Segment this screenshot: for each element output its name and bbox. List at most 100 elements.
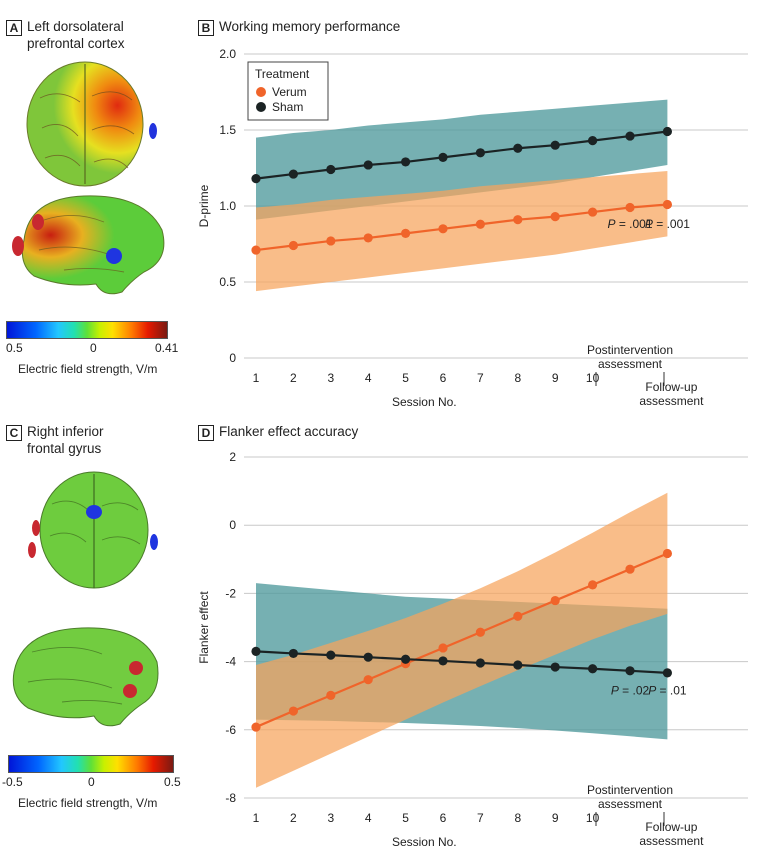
y-tick-label: 0: [229, 518, 236, 532]
data-point-verum: [662, 199, 672, 210]
data-point-sham: [662, 668, 672, 678]
data-point-sham: [662, 126, 672, 137]
data-point-verum: [401, 228, 411, 238]
colorbar-c: [8, 755, 174, 773]
data-point-sham: [588, 136, 598, 146]
data-point-verum: [475, 219, 485, 229]
p-value-annotation: P = .001: [645, 217, 690, 231]
data-point-sham: [326, 650, 336, 660]
panel-c-title: Right inferior frontal gyrus: [27, 423, 104, 457]
confidence-band-sham: [256, 99, 668, 220]
confidence-band-verum: [256, 171, 668, 292]
data-point-sham: [475, 148, 485, 158]
legend-marker-sham: [256, 102, 266, 112]
brain-c-side-image: [12, 627, 159, 727]
y-axis-label: D-prime: [197, 184, 211, 227]
data-point-sham: [363, 160, 373, 170]
data-point-verum: [251, 722, 261, 732]
y-tick-label: -6: [225, 723, 236, 737]
panel-b-title: Working memory performance: [219, 19, 401, 34]
data-point-verum: [550, 212, 560, 222]
electrode-marker-icon: [123, 684, 137, 698]
x-tick-label: 1: [253, 371, 260, 385]
panel-d-title: Flanker effect accuracy: [219, 424, 359, 439]
electrode-marker-icon: [150, 534, 158, 550]
colorbar-a-label: Electric field strength, V/m: [18, 362, 158, 376]
p-value-annotation: P = .02: [611, 684, 650, 698]
x-tick-label: 1: [253, 811, 260, 825]
data-point-sham: [475, 658, 485, 668]
x-tick-label: 9: [552, 371, 559, 385]
x-tick-label: 7: [477, 371, 484, 385]
electrode-marker-icon: [149, 123, 157, 139]
data-point-verum: [326, 690, 336, 700]
data-point-sham: [625, 666, 635, 676]
x-tick-label: 7: [477, 811, 484, 825]
colorbar-c-mid: 0: [88, 775, 95, 789]
electrode-marker-icon: [129, 661, 143, 675]
x-tick-label: 10: [586, 811, 600, 825]
electrode-marker-icon: [28, 542, 36, 558]
electrode-marker-icon: [32, 214, 44, 230]
x-tick-label: 2: [290, 811, 297, 825]
data-point-sham: [438, 152, 448, 162]
data-point-verum: [251, 245, 261, 255]
data-point-verum: [363, 233, 373, 243]
x-tick-label: 9: [552, 811, 559, 825]
x-tick-label: 8: [514, 371, 521, 385]
panel-d-letter: D: [198, 425, 214, 441]
data-point-sham: [363, 652, 373, 662]
data-point-sham: [326, 164, 336, 175]
data-point-verum: [288, 706, 298, 716]
x-tick-label: 2: [290, 371, 297, 385]
y-tick-label: 2.0: [219, 47, 236, 61]
series-line-sham: [255, 650, 668, 674]
data-point-verum: [288, 240, 298, 251]
y-axis-label: Flanker effect: [197, 591, 211, 664]
colorbar-c-min: -0.5: [2, 775, 23, 789]
electrode-marker-icon: [106, 248, 122, 264]
data-point-sham: [288, 648, 298, 659]
data-point-sham: [588, 664, 598, 674]
data-point-sham: [550, 662, 560, 672]
data-point-verum: [438, 224, 448, 234]
panel-b-letter: B: [198, 20, 214, 36]
panel-a-title-line-2: prefrontal cortex: [27, 36, 125, 51]
data-point-verum: [588, 580, 598, 590]
colorbar-c-max: 0.5: [164, 775, 181, 789]
series-line-verum: [255, 203, 668, 252]
panel-a-title-line-1: Left dorsolateral: [27, 19, 124, 34]
data-point-sham: [251, 174, 261, 184]
colorbar-a-min: 0.5: [6, 341, 23, 355]
postintervention-label-1: Postintervention: [587, 343, 673, 357]
data-point-sham: [513, 143, 523, 153]
electrode-marker-icon: [32, 520, 40, 536]
x-axis-label: Session No.: [392, 395, 457, 409]
legend-title: Treatment: [255, 67, 310, 81]
brain-a-side-image: [12, 195, 165, 295]
data-point-verum: [326, 236, 336, 246]
colorbar-a: [6, 321, 168, 339]
data-point-verum: [662, 548, 672, 559]
data-point-sham: [438, 656, 448, 666]
y-tick-label: 0.5: [219, 275, 236, 289]
data-point-verum: [363, 675, 373, 685]
postintervention-label-1: Postintervention: [587, 783, 673, 797]
y-tick-label: 1.0: [219, 199, 236, 213]
panel-c-title-line-1: Right inferior: [27, 424, 104, 439]
brain-c-front-image: [28, 471, 158, 589]
data-point-sham: [550, 140, 560, 150]
follow-up-label-2: assessment: [639, 394, 704, 408]
legend-entry-sham: Sham: [272, 100, 303, 114]
data-point-sham: [401, 157, 411, 167]
panel-c-title-line-2: frontal gyrus: [27, 441, 102, 456]
electrode-marker-icon: [86, 505, 102, 519]
x-axis-label: Session No.: [392, 835, 457, 849]
y-tick-label: 0: [229, 351, 236, 365]
brain-a-front-image: [26, 61, 157, 187]
follow-up-label-1: Follow-up: [645, 820, 697, 834]
panel-a-letter: A: [6, 20, 22, 36]
follow-up-label-2: assessment: [639, 834, 704, 848]
x-tick-label: 3: [327, 371, 334, 385]
